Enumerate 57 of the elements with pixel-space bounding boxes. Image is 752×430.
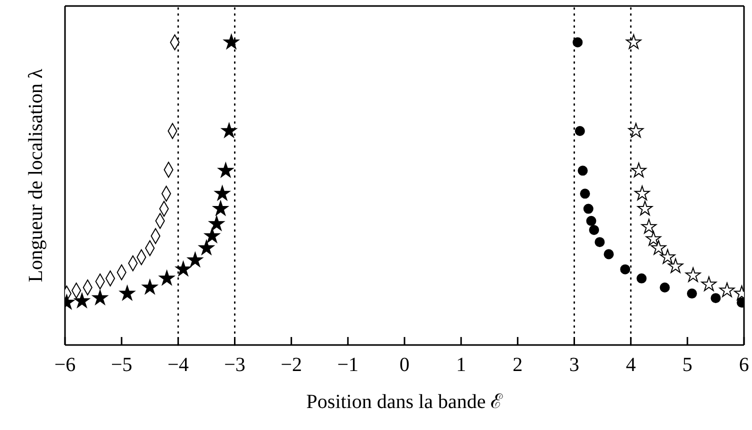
x-tick-label: 6	[739, 354, 749, 376]
x-tick-label: −3	[224, 354, 246, 376]
point	[660, 282, 670, 292]
point	[668, 258, 684, 273]
x-tick-label: −6	[54, 354, 76, 376]
point	[187, 252, 203, 267]
point	[176, 261, 191, 276]
point	[572, 37, 583, 48]
point	[620, 264, 630, 274]
x-tick-label: 4	[626, 354, 636, 376]
x-tick-label: −5	[110, 354, 132, 376]
point	[142, 279, 158, 294]
point	[214, 186, 230, 200]
point	[634, 186, 650, 200]
point	[686, 288, 697, 299]
x-tick-label: 0	[400, 354, 410, 376]
point	[198, 240, 214, 255]
point	[224, 34, 240, 49]
point	[604, 249, 614, 260]
x-tick-label: 1	[456, 354, 466, 376]
point	[218, 162, 234, 178]
point	[710, 293, 721, 304]
point	[631, 162, 646, 178]
point	[701, 276, 717, 292]
point	[660, 249, 676, 264]
point	[212, 200, 228, 216]
x-tick-label: −4	[168, 354, 189, 376]
point	[628, 122, 644, 138]
point	[646, 231, 662, 246]
point	[574, 126, 585, 136]
point	[626, 34, 642, 49]
point	[580, 188, 590, 199]
point	[586, 216, 596, 226]
point	[589, 224, 600, 235]
point	[641, 218, 657, 234]
point	[583, 204, 594, 214]
x-tick-label: 5	[682, 354, 692, 376]
point	[204, 228, 220, 243]
point	[636, 273, 647, 284]
x-tick-label: 3	[569, 354, 580, 376]
point	[637, 200, 653, 216]
point	[719, 282, 735, 298]
point	[685, 267, 701, 282]
x-tick-label: −2	[280, 354, 302, 376]
point	[92, 290, 108, 305]
point	[650, 240, 666, 255]
point	[74, 293, 90, 308]
x-axis-title: Position dans la bande ℰ	[306, 391, 504, 413]
x-tick-label: −1	[337, 354, 359, 376]
point	[208, 216, 224, 231]
point	[159, 270, 175, 286]
point	[221, 122, 237, 138]
x-tick-label: 2	[512, 354, 523, 376]
y-axis-title: Longueur de localisation λ	[25, 68, 48, 282]
point	[120, 285, 135, 300]
point	[578, 166, 588, 176]
point	[594, 237, 605, 248]
